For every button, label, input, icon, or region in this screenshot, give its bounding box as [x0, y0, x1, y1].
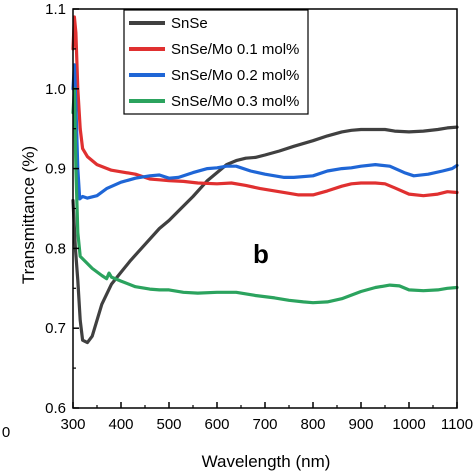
legend-label-1: SnSe	[171, 15, 208, 32]
series-layer	[71, 15, 459, 345]
x-tick-label: 400	[108, 416, 133, 433]
series-line-3	[71, 63, 459, 201]
y-axis-title: Transmittance (%)	[19, 146, 38, 284]
series-line-1	[71, 125, 459, 345]
x-tick-label: 1100	[441, 416, 473, 433]
legend-label-2: SnSe/Mo 0.1 mol%	[171, 41, 299, 58]
y-tick-label: 0.9	[45, 161, 66, 178]
x-tick-label: 700	[252, 416, 277, 433]
y-tick-label: 0.7	[45, 320, 66, 337]
legend-label-4: SnSe/Mo 0.3 mol%	[171, 93, 299, 110]
x-tick-label: 600	[204, 416, 229, 433]
series-line-2	[71, 15, 459, 198]
x-axis-title: Wavelength (nm)	[202, 452, 331, 471]
y-axis-title-group: Transmittance (%)	[19, 146, 38, 284]
panel-label: b	[253, 239, 269, 269]
legend-box	[123, 9, 309, 115]
legend: SnSe SnSe/Mo 0.1 mol% SnSe/Mo 0.2 mol% SnSe…	[123, 9, 309, 115]
y-tick-label: 0.8	[45, 240, 66, 257]
cropped-tick-label: 0	[2, 424, 10, 441]
legend-label-3: SnSe/Mo 0.2 mol%	[171, 67, 299, 84]
x-tick-label: 1000	[392, 416, 425, 433]
x-tick-label: 900	[348, 416, 373, 433]
x-tick-label: 300	[60, 416, 85, 433]
y-tick-label: 1.0	[45, 81, 66, 98]
y-tick-label: 1.1	[45, 1, 66, 18]
y-tick-label: 0.6	[45, 400, 66, 417]
axis-ticks: 300 400 500 600 700 800 900 1000 1100 0.6 0.7 0.8 0.…	[45, 1, 473, 433]
x-tick-label: 800	[300, 416, 325, 433]
series-line-4	[71, 87, 459, 305]
x-tick-label: 500	[156, 416, 181, 433]
